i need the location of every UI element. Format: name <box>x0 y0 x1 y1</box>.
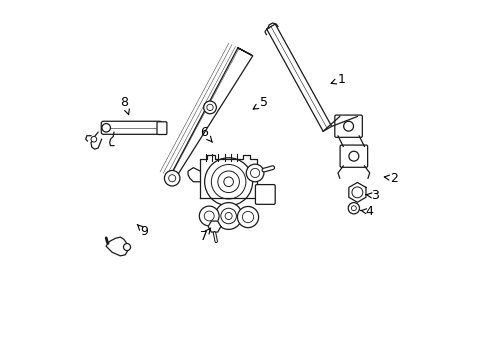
Circle shape <box>204 211 214 221</box>
Text: 4: 4 <box>360 205 373 218</box>
Text: 1: 1 <box>330 73 345 86</box>
Circle shape <box>224 212 232 220</box>
Polygon shape <box>208 221 221 232</box>
Circle shape <box>347 203 359 214</box>
Text: 3: 3 <box>365 189 378 202</box>
Text: 8: 8 <box>121 96 129 115</box>
Circle shape <box>211 165 245 199</box>
Text: 2: 2 <box>384 172 398 185</box>
Circle shape <box>204 158 252 206</box>
FancyBboxPatch shape <box>255 185 275 204</box>
Circle shape <box>199 206 219 226</box>
Circle shape <box>203 101 216 114</box>
FancyBboxPatch shape <box>334 115 362 137</box>
Polygon shape <box>266 24 331 131</box>
Circle shape <box>250 168 259 177</box>
FancyBboxPatch shape <box>101 121 162 134</box>
Polygon shape <box>169 48 252 180</box>
Circle shape <box>164 171 180 186</box>
FancyBboxPatch shape <box>340 145 367 167</box>
Circle shape <box>351 206 356 211</box>
Circle shape <box>221 208 236 224</box>
Circle shape <box>102 123 110 132</box>
Polygon shape <box>348 183 365 202</box>
Circle shape <box>237 207 258 228</box>
Circle shape <box>206 104 213 111</box>
Circle shape <box>224 177 233 186</box>
FancyBboxPatch shape <box>157 122 166 135</box>
Circle shape <box>217 171 239 193</box>
Polygon shape <box>237 48 251 55</box>
Circle shape <box>246 164 264 182</box>
Text: 6: 6 <box>200 126 212 142</box>
Polygon shape <box>106 237 128 256</box>
Circle shape <box>348 151 358 161</box>
Circle shape <box>215 203 242 229</box>
Circle shape <box>343 121 353 131</box>
Circle shape <box>168 175 175 182</box>
Circle shape <box>242 211 253 223</box>
Text: 5: 5 <box>253 96 267 109</box>
Circle shape <box>91 136 97 142</box>
Text: 7: 7 <box>200 228 210 243</box>
Circle shape <box>351 187 362 198</box>
Circle shape <box>123 243 130 251</box>
Text: 9: 9 <box>137 224 147 238</box>
